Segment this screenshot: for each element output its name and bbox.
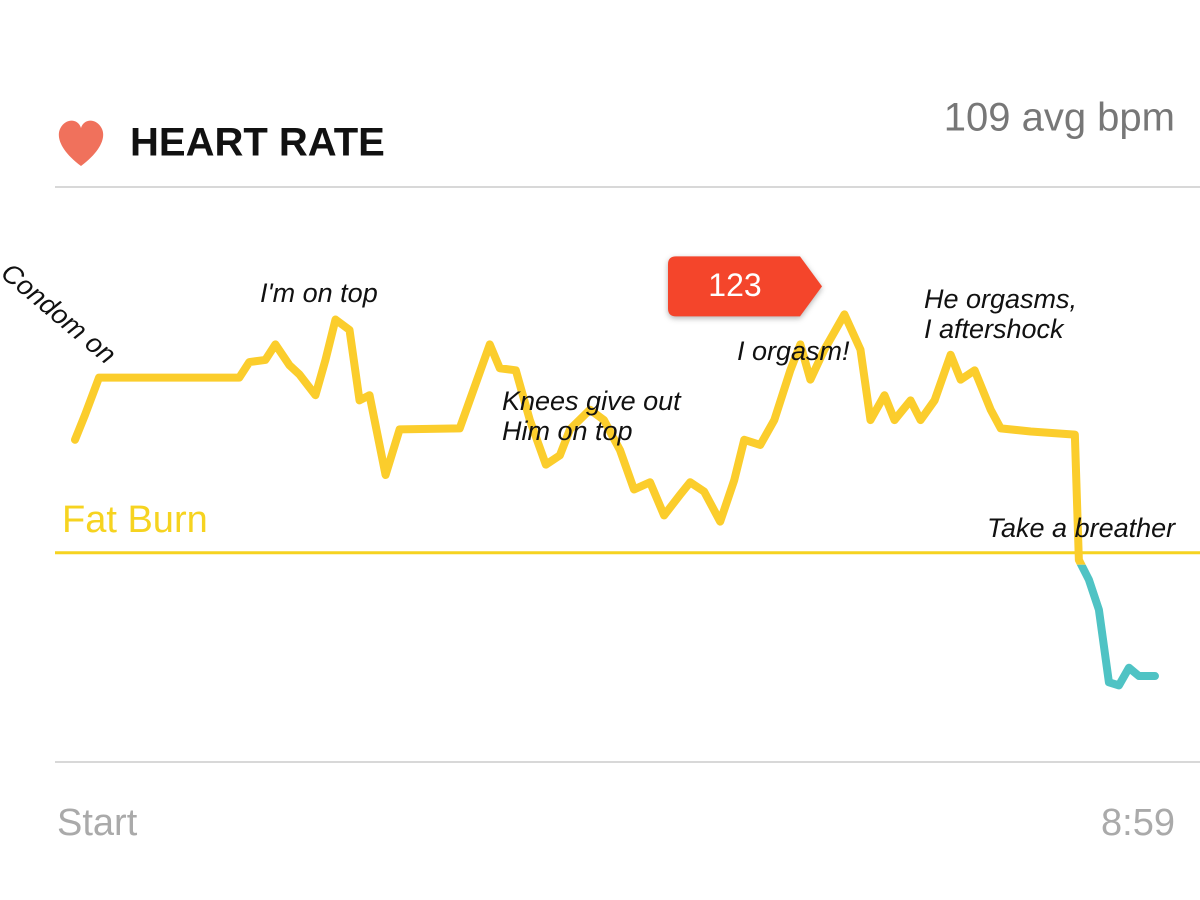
x-tick-label: Start xyxy=(57,802,138,844)
annotation: He orgasms, xyxy=(924,284,1077,314)
annotation: Knees give out xyxy=(502,386,682,416)
chart-title: HEART RATE xyxy=(130,121,385,165)
heart-rate-line xyxy=(71,310,1086,565)
callout: 123 xyxy=(668,256,822,317)
x-tick-label: 8:59 xyxy=(1101,802,1175,844)
subtitle: 109 avg bpm xyxy=(944,96,1175,140)
annotation: I orgasm! xyxy=(737,336,850,366)
annotation: I aftershock xyxy=(924,314,1065,344)
zone-label: Fat Burn xyxy=(62,499,208,541)
heart-rate-line xyxy=(1076,564,1159,690)
annotation: Take a breather xyxy=(987,513,1176,543)
annotation: Condom on xyxy=(0,257,122,370)
annotation: Him on top xyxy=(502,416,633,446)
annotation: I'm on top xyxy=(260,278,378,308)
callout-label: 123 xyxy=(708,267,761,303)
heart-icon xyxy=(58,120,104,166)
callout-box xyxy=(668,256,822,317)
